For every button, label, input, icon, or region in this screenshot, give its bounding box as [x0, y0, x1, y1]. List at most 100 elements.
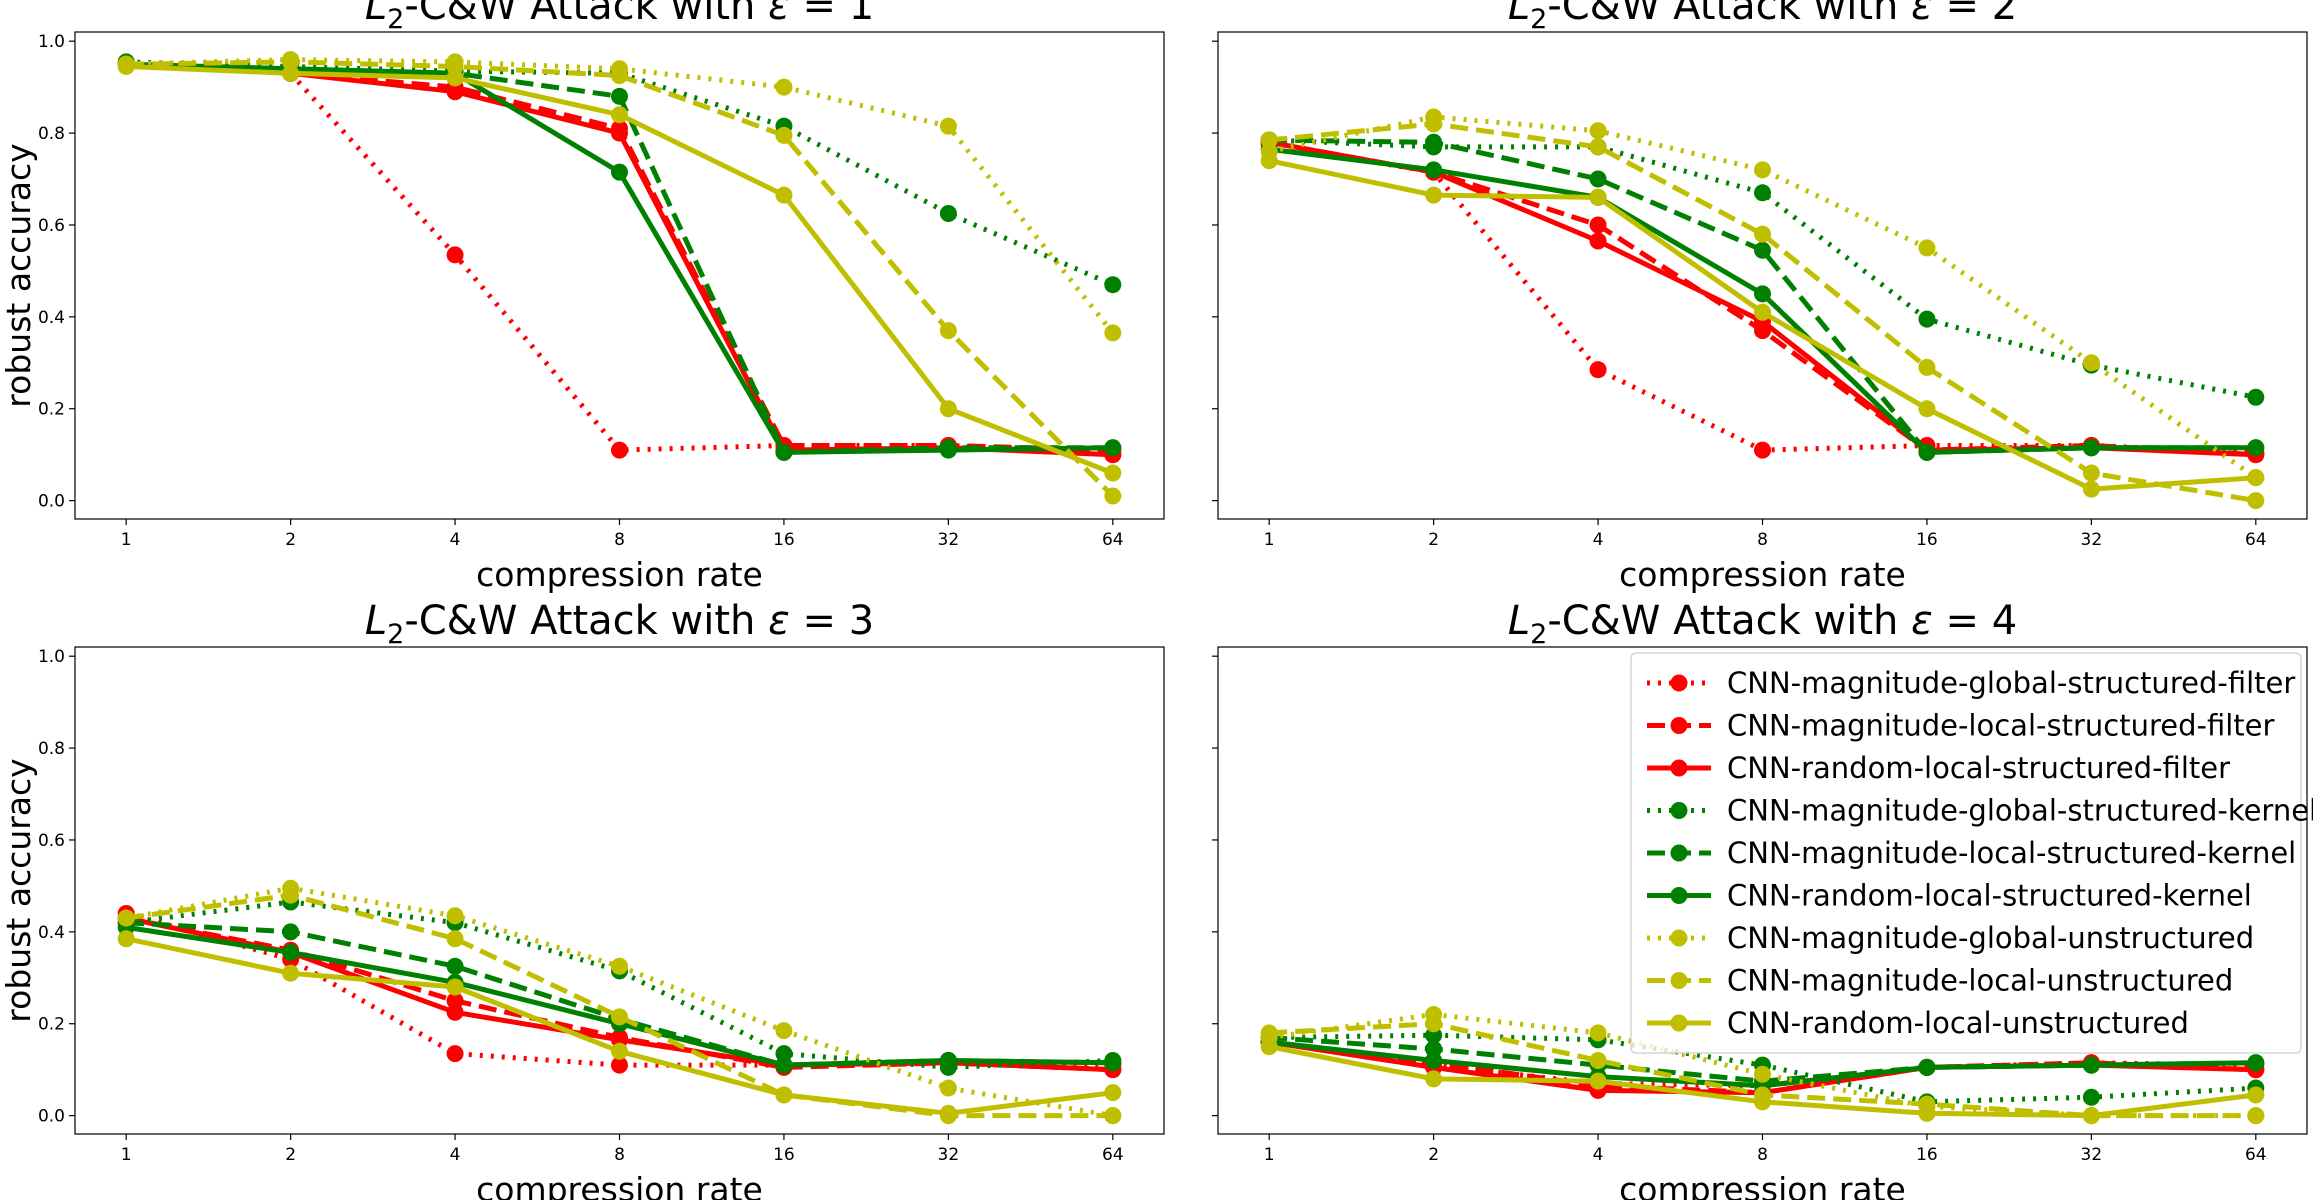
y-tick-label: 0.2 [38, 1015, 65, 1035]
data-point-3 [1589, 232, 1607, 250]
data-point-9 [1425, 1070, 1443, 1088]
data-point-8 [446, 930, 464, 948]
legend-label: CNN-random-local-structured-kernel [1727, 879, 2252, 913]
data-point-7 [2082, 354, 2100, 372]
title-main: -C&W Attack with [404, 0, 768, 29]
x-tick-label: 8 [1757, 1145, 1768, 1165]
chart-title: L2-C&W Attack with ε = 3 [365, 598, 874, 650]
title-epsilon: ε [768, 598, 790, 644]
data-point-8 [1104, 487, 1122, 505]
legend-label: CNN-magnitude-global-unstructured [1727, 921, 2254, 955]
data-point-9 [2082, 480, 2100, 498]
x-tick-label: 64 [1102, 1145, 1124, 1165]
legend: CNN-magnitude-global-structured-filter CN… [1630, 652, 2313, 1054]
data-point-9 [939, 1104, 957, 1122]
title-l: L [1508, 598, 1530, 644]
title-l: L [1508, 0, 1530, 29]
x-tick-label: 32 [938, 1145, 960, 1165]
y-tick-label: 0.0 [38, 1107, 65, 1127]
data-point-9 [2082, 1107, 2100, 1125]
data-point-3 [611, 124, 628, 142]
data-point-9 [446, 69, 464, 87]
y-tick-label: 0.4 [38, 308, 65, 328]
legend-swatch-marker [1670, 759, 1688, 777]
x-tick-label: 2 [1428, 530, 1439, 550]
data-point-7 [446, 907, 464, 925]
data-point-3 [446, 83, 464, 101]
data-point-9 [1104, 1084, 1122, 1102]
title-subscript: 2 [387, 619, 404, 650]
data-point-6 [2082, 1056, 2100, 1074]
legend-label: CNN-magnitude-local-unstructured [1727, 964, 2233, 998]
data-point-6 [2082, 439, 2100, 457]
data-point-1 [446, 1045, 464, 1063]
data-point-6 [1754, 285, 1771, 303]
data-point-9 [446, 978, 464, 996]
data-point-9 [282, 64, 300, 82]
data-point-4 [1754, 184, 1771, 202]
data-point-9 [282, 964, 300, 982]
data-point-5 [1425, 133, 1443, 151]
data-point-6 [611, 163, 628, 181]
legend-box [1630, 652, 2302, 1054]
data-point-5 [1754, 241, 1771, 259]
data-point-9 [775, 1086, 793, 1104]
data-point-6 [939, 441, 957, 459]
y-axis-label: robust accuracy [0, 143, 38, 407]
title-l: L [365, 0, 387, 29]
x-axis-label: compression rate [476, 555, 763, 594]
subplot-1: 1 2 4 8 16 32 64 0.0 0.2 0.4 0.6 0.8 1.0 compression … [0, 0, 1165, 594]
data-point-9 [1260, 1038, 1278, 1056]
data-point-1 [1754, 441, 1771, 459]
data-point-4 [2082, 1088, 2100, 1106]
title-value: = 1 [790, 0, 874, 29]
data-point-7 [1104, 324, 1122, 342]
y-tick-label: 0.6 [38, 831, 65, 851]
x-tick-label: 1 [121, 530, 132, 550]
data-point-8 [611, 67, 628, 85]
data-point-9 [1260, 152, 1278, 170]
data-point-1 [446, 246, 464, 264]
data-point-6 [2247, 439, 2265, 457]
legend-swatch-marker [1670, 929, 1688, 947]
legend-label: CNN-random-local-structured-filter [1727, 751, 2230, 785]
data-point-8 [1918, 358, 1936, 376]
data-point-5 [1589, 170, 1607, 188]
data-point-7 [775, 78, 793, 96]
data-point-9 [1425, 186, 1443, 204]
x-tick-label: 16 [773, 530, 795, 550]
data-point-9 [1104, 464, 1122, 482]
data-point-9 [1589, 1072, 1607, 1090]
data-point-6 [282, 944, 300, 962]
y-tick-label: 0.8 [38, 739, 65, 759]
data-point-9 [611, 106, 628, 124]
data-point-8 [775, 126, 793, 144]
data-point-4 [1918, 310, 1936, 328]
title-main: -C&W Attack with [404, 598, 768, 644]
chart-title: L2-C&W Attack with ε = 1 [365, 0, 874, 35]
legend-swatch-marker [1670, 717, 1688, 734]
title-subscript: 2 [387, 4, 404, 35]
x-tick-label: 8 [1757, 530, 1768, 550]
x-tick-label: 4 [1593, 1145, 1604, 1165]
data-point-4 [939, 204, 957, 222]
data-point-7 [1918, 239, 1936, 257]
title-main: -C&W Attack with [1547, 598, 1911, 644]
legend-label: CNN-magnitude-local-structured-filter [1727, 709, 2274, 743]
chart-title: L2-C&W Attack with ε = 4 [1508, 598, 2017, 650]
data-point-6 [1918, 1058, 1936, 1076]
x-tick-label: 2 [285, 530, 296, 550]
data-point-9 [2247, 1086, 2265, 1104]
data-point-6 [775, 1056, 793, 1074]
data-point-9 [1918, 400, 1936, 418]
data-point-9 [1754, 1093, 1771, 1111]
data-point-8 [2082, 464, 2100, 482]
data-point-6 [2247, 1054, 2265, 1072]
data-point-9 [2247, 469, 2265, 487]
data-point-8 [611, 1008, 628, 1026]
data-point-7 [1589, 122, 1607, 140]
x-tick-label: 2 [285, 1145, 296, 1165]
